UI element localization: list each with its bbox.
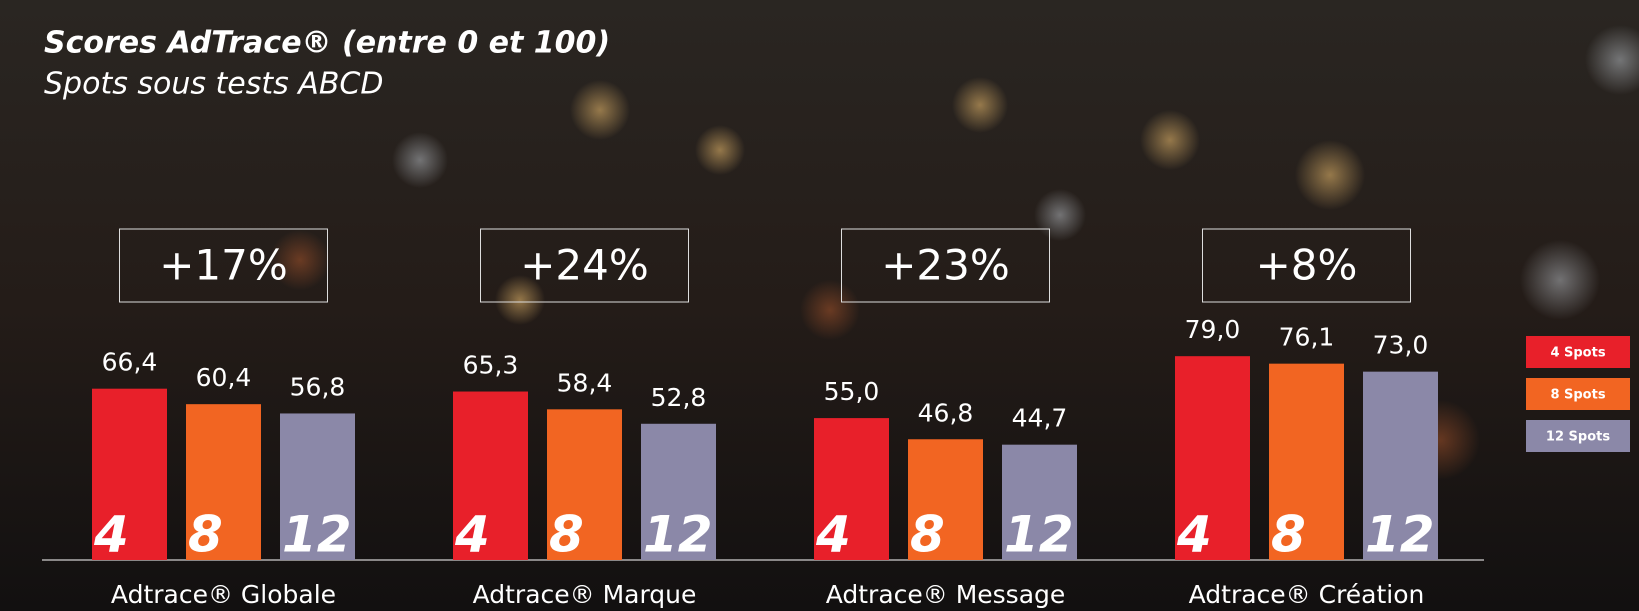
bar-label: 12 (1004, 506, 1074, 564)
annotation-box (119, 228, 328, 303)
chart-title: Scores AdTrace® (entre 0 et 100) (44, 26, 610, 61)
bar (1363, 371, 1438, 560)
annotation: +24% (520, 241, 649, 290)
legend-label: 12 Spots (1546, 430, 1610, 445)
bar (641, 423, 716, 560)
annotation: +8% (1256, 241, 1358, 290)
bar-label: 4 (454, 506, 490, 564)
legend-swatch (1526, 336, 1630, 368)
value-label: 44,7 (1012, 404, 1068, 433)
bar (280, 413, 355, 560)
bar (453, 391, 528, 560)
x-tick-label: Adtrace® Création (1189, 580, 1425, 609)
value-label: 46,8 (918, 398, 974, 427)
value-label: 58,4 (557, 368, 613, 397)
bar (92, 388, 167, 560)
x-tick-label: Adtrace® Globale (111, 580, 336, 609)
legend-label: 4 Spots (1550, 346, 1605, 361)
annotation: +23% (881, 241, 1010, 290)
value-label: 66,4 (102, 348, 158, 377)
annotation-box (841, 228, 1050, 303)
value-label: 52,8 (651, 383, 707, 412)
value-label: 65,3 (463, 351, 519, 380)
bar-label: 8 (1271, 506, 1306, 564)
bar (1269, 363, 1344, 560)
legend-swatch (1526, 378, 1630, 410)
bar-label: 4 (815, 506, 851, 564)
bar-label: 8 (910, 506, 945, 564)
annotation: +17% (159, 241, 288, 290)
legend-swatch (1526, 420, 1630, 452)
bar-label: 8 (549, 506, 584, 564)
bar (1175, 356, 1250, 560)
legend-label: 8 Spots (1550, 388, 1605, 403)
bar (1002, 444, 1077, 560)
annotation-box (1202, 228, 1411, 303)
x-tick-label: Adtrace® Message (826, 580, 1066, 609)
chart-subtitle: Spots sous tests ABCD (44, 67, 383, 102)
value-label: 56,8 (290, 372, 346, 401)
value-label: 60,4 (196, 363, 252, 392)
bar-label: 4 (93, 506, 129, 564)
bar-label: 4 (1176, 506, 1212, 564)
x-tick-label: Adtrace® Marque (473, 580, 697, 609)
bar-label: 8 (188, 506, 223, 564)
bar (547, 409, 622, 560)
bar-label: 12 (1365, 506, 1435, 564)
bar (908, 439, 983, 560)
value-label: 73,0 (1373, 331, 1429, 360)
value-label: 79,0 (1185, 315, 1241, 344)
annotation-box (480, 228, 689, 303)
value-label: 76,1 (1279, 323, 1335, 352)
value-label: 55,0 (824, 377, 880, 406)
bar-label: 12 (282, 506, 352, 564)
bar (186, 404, 261, 560)
bar (814, 418, 889, 560)
bar-label: 12 (643, 506, 713, 564)
